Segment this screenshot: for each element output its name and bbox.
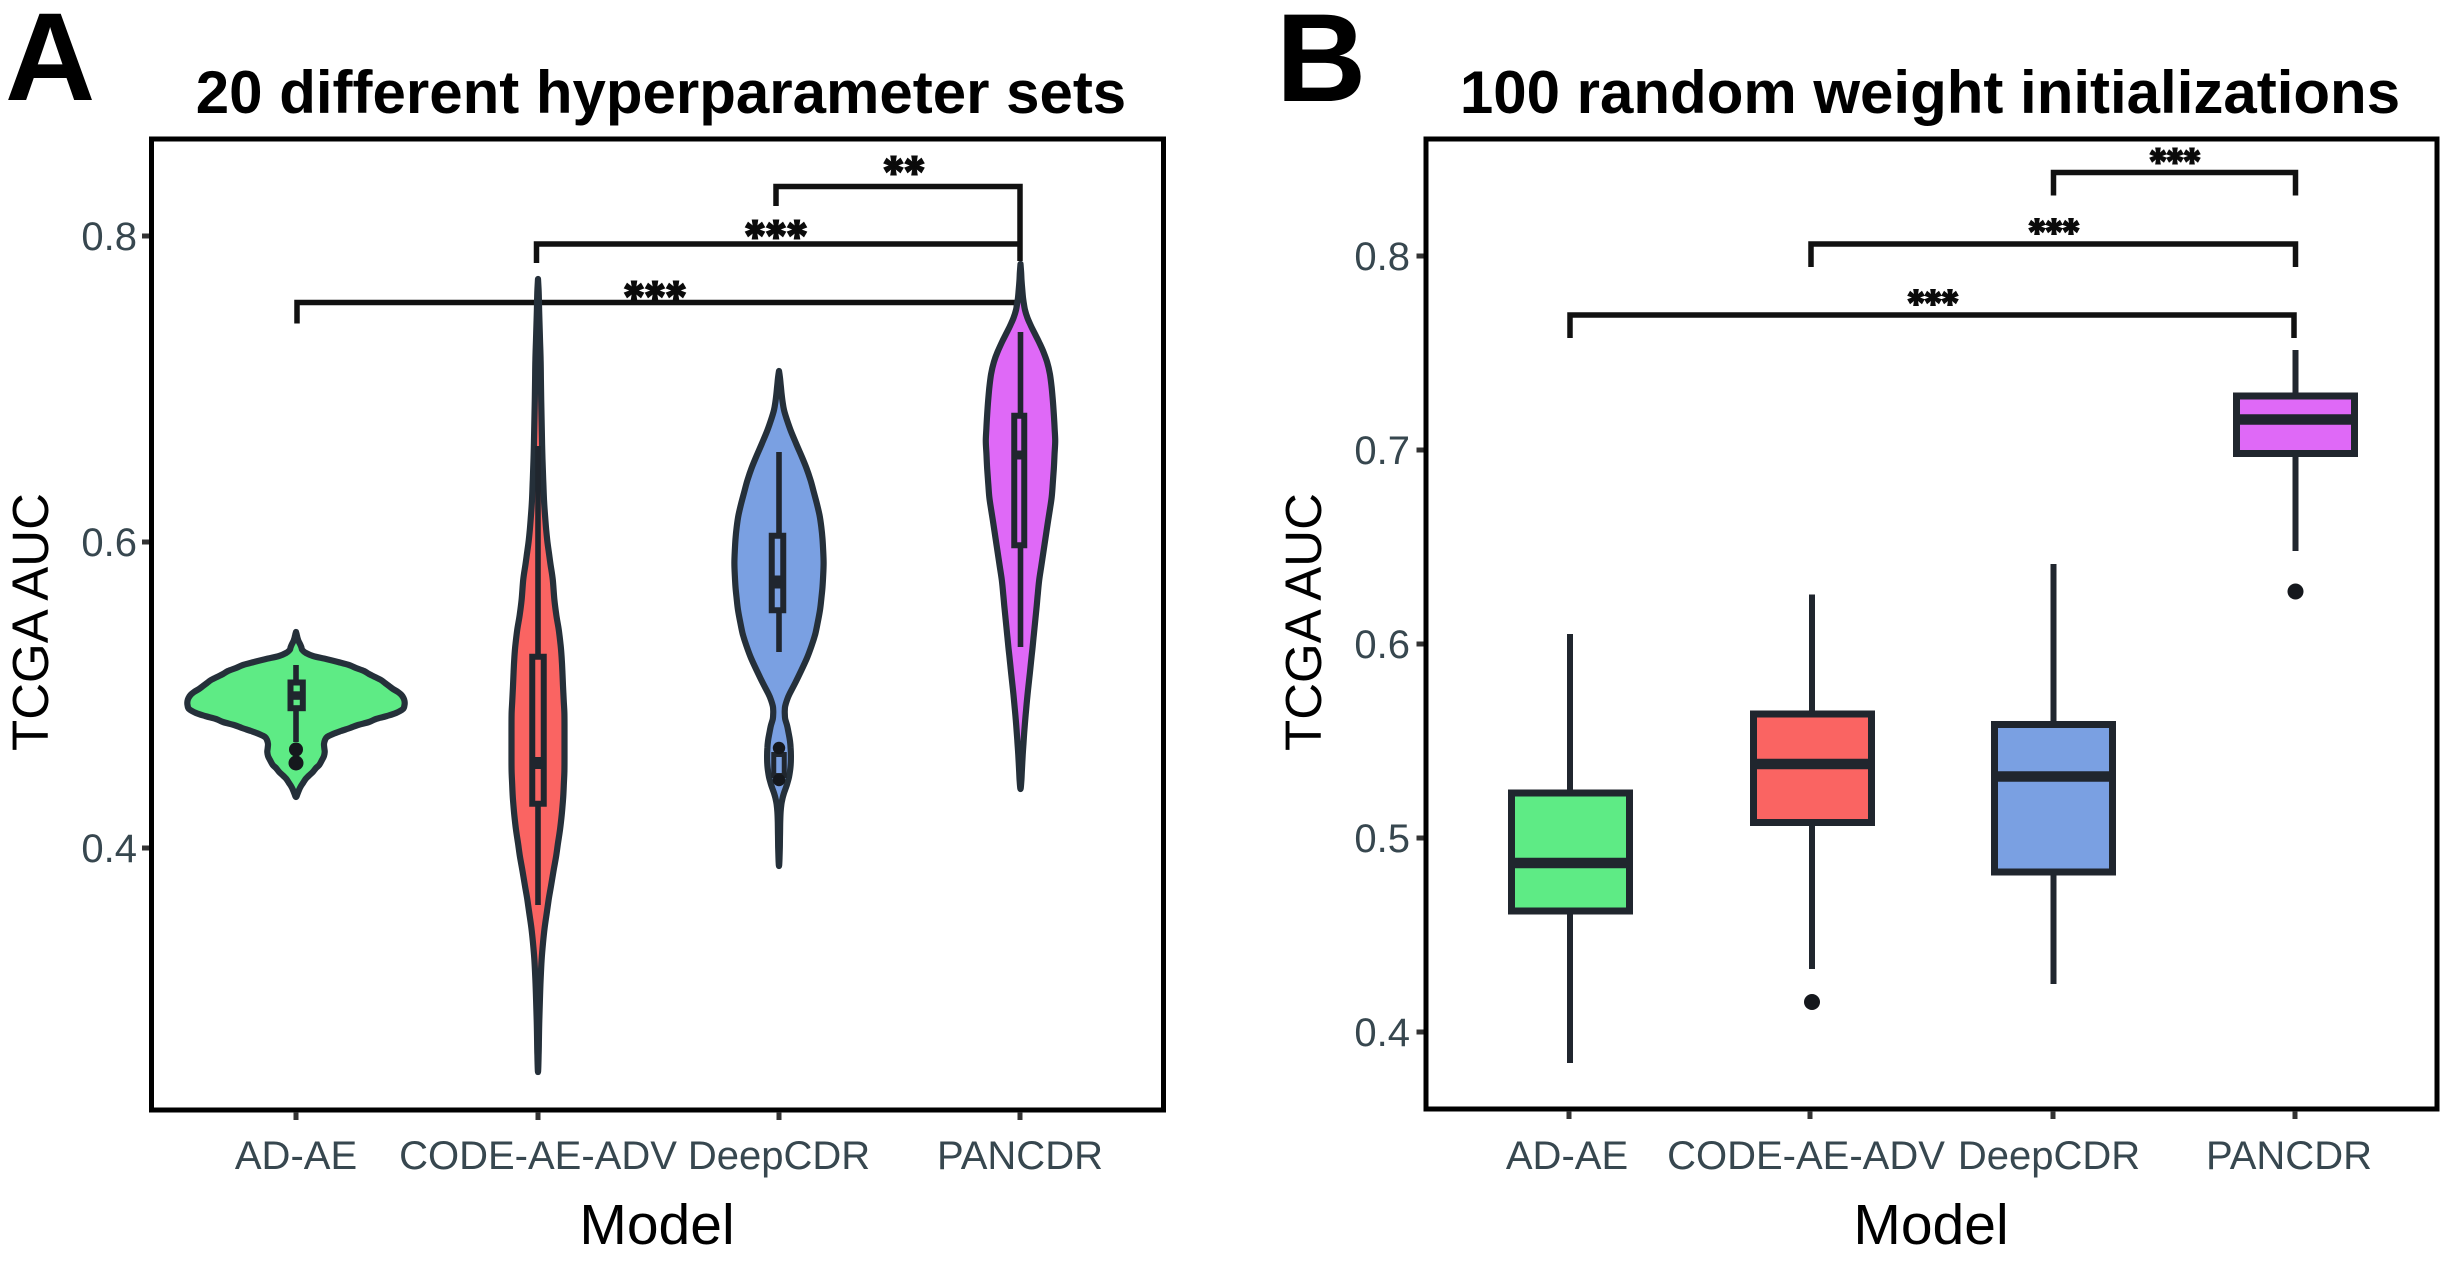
- svg-text:DeepCDR: DeepCDR: [1958, 1134, 2140, 1178]
- svg-text:0.7: 0.7: [1354, 429, 1410, 473]
- svg-text:TCGA AUC: TCGA AUC: [2, 493, 59, 751]
- svg-text:A: A: [5, 0, 95, 127]
- svg-text:TCGA AUC: TCGA AUC: [1275, 493, 1332, 751]
- svg-text:PANCDR: PANCDR: [937, 1134, 1103, 1178]
- svg-text:20 different hyperparameter se: 20 different hyperparameter sets: [196, 59, 1126, 126]
- svg-text:0.4: 0.4: [81, 827, 137, 871]
- svg-text:Model: Model: [579, 1193, 734, 1257]
- svg-text:CODE-AE-ADV: CODE-AE-ADV: [399, 1134, 677, 1178]
- svg-text:AD-AE: AD-AE: [235, 1134, 357, 1178]
- svg-text:0.6: 0.6: [1354, 623, 1410, 667]
- svg-text:B: B: [1276, 0, 1366, 128]
- svg-text:DeepCDR: DeepCDR: [688, 1134, 870, 1178]
- svg-text:0.8: 0.8: [81, 215, 137, 259]
- svg-text:0.4: 0.4: [1354, 1011, 1410, 1055]
- svg-text:0.8: 0.8: [1354, 235, 1410, 279]
- svg-text:PANCDR: PANCDR: [2206, 1134, 2372, 1178]
- svg-text:AD-AE: AD-AE: [1506, 1134, 1628, 1178]
- svg-text:0.5: 0.5: [1354, 817, 1410, 861]
- svg-text:0.6: 0.6: [81, 521, 137, 565]
- svg-text:Model: Model: [1853, 1193, 2008, 1257]
- svg-text:100 random weight initializati: 100 random weight initializations: [1460, 59, 2400, 126]
- svg-text:CODE-AE-ADV: CODE-AE-ADV: [1667, 1134, 1945, 1178]
